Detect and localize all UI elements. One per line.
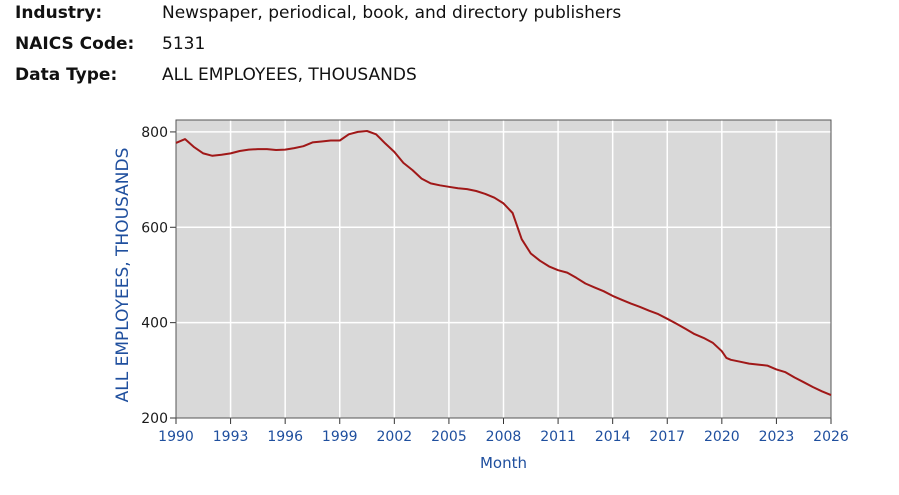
naics-code-label: NAICS Code: [15,34,135,54]
x-tick-label: 2008 [486,429,522,445]
y-tick-label: 200 [141,411,168,427]
y-tick-label: 800 [141,125,168,141]
naics-code-value: 5131 [162,34,206,54]
x-tick-label: 2014 [595,429,631,445]
x-tick-label: 2023 [759,429,795,445]
x-tick-label: 1996 [267,429,303,445]
data-type-label: Data Type: [15,65,118,85]
x-tick-label: 2017 [649,429,685,445]
series-line [175,130,832,397]
data-type-value: ALL EMPLOYEES, THOUSANDS [162,65,417,85]
x-tick-label: 2002 [377,429,413,445]
x-tick-label: 2011 [540,429,576,445]
x-tick-label: 1993 [213,429,249,445]
y-axis-title: ALL EMPLOYEES, THOUSANDS [113,148,133,403]
x-tick-label: 2020 [704,429,740,445]
y-tick-label: 600 [141,220,168,236]
industry-label: Industry: [15,3,103,23]
x-axis-title: Month [480,454,527,472]
industry-value: Newspaper, periodical, book, and directo… [162,3,622,23]
x-tick-label: 2005 [431,429,467,445]
y-tick-label: 400 [141,316,168,332]
plot-border [175,119,832,419]
x-tick-label: 1999 [322,429,358,445]
x-tick-label: 2026 [813,429,849,445]
x-tick-label: 1990 [158,429,194,445]
